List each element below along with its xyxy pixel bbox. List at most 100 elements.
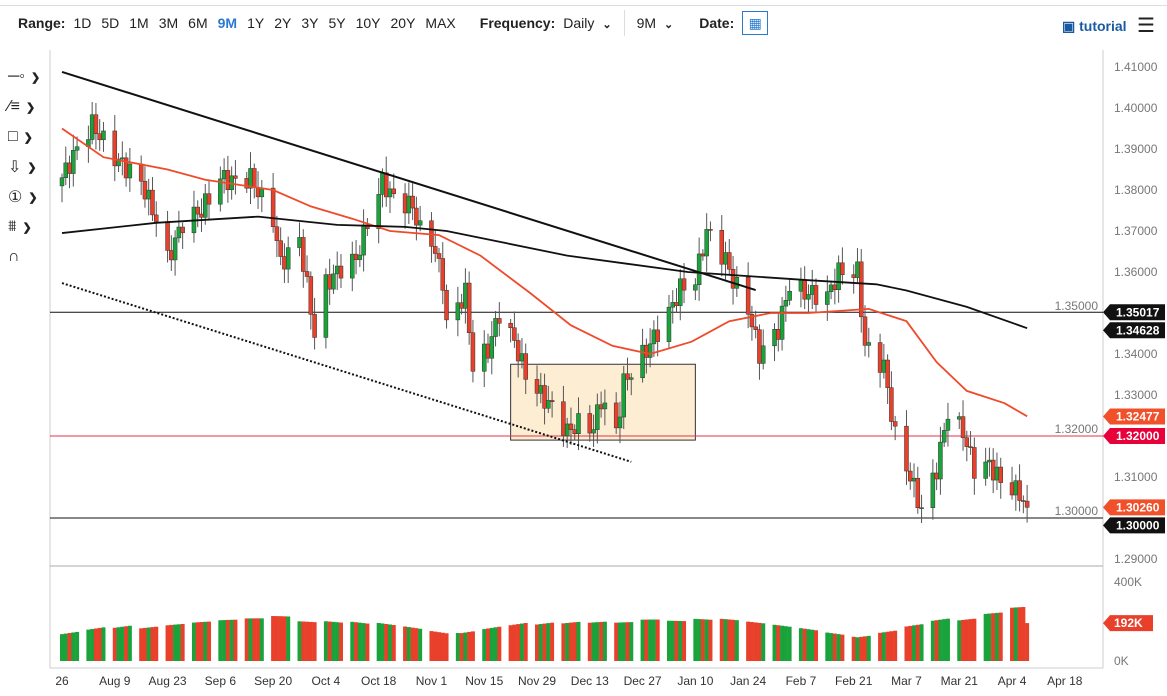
rectangle-tool[interactable]: □ ❯ — [8, 122, 50, 152]
volume-bar — [256, 618, 261, 661]
candle — [1017, 480, 1022, 501]
volume-bar — [437, 632, 441, 661]
rectangle-annotation — [510, 363, 696, 441]
volume-bar — [274, 616, 279, 661]
volume-bar — [787, 626, 792, 661]
volume-bar — [780, 625, 785, 661]
volume-bar — [825, 632, 830, 661]
candle — [165, 221, 170, 251]
measure-tool[interactable]: ⩩ ❯ — [8, 212, 50, 242]
volume-bar — [855, 637, 860, 661]
candle — [693, 284, 698, 291]
volume-bar — [418, 628, 423, 661]
candle — [809, 285, 815, 295]
volume-bar — [945, 618, 950, 661]
volume-bar — [753, 622, 758, 661]
range-10y[interactable]: 10Y — [355, 15, 381, 31]
volume-bar — [173, 624, 178, 661]
range-20y[interactable]: 20Y — [390, 15, 416, 31]
volume-bar — [414, 628, 419, 661]
volume-bar — [127, 625, 132, 661]
candle — [772, 328, 777, 347]
candle — [63, 162, 69, 178]
candle — [825, 291, 830, 305]
range-2y[interactable]: 2Y — [274, 15, 292, 31]
candle — [338, 265, 344, 279]
volume-bar — [829, 633, 834, 661]
volume-bar — [595, 622, 600, 661]
magnet-tool[interactable]: ∩ — [8, 242, 50, 272]
fibonacci-tool-icon: ∕≡ — [8, 98, 21, 115]
volume-bar — [440, 632, 445, 661]
period-select[interactable]: 9M ⌄ — [637, 15, 674, 31]
range-1m[interactable]: 1M — [129, 15, 149, 31]
candle — [270, 187, 276, 227]
volume-bar — [964, 619, 969, 661]
volume-bar — [297, 621, 302, 661]
volume-bar — [150, 627, 155, 661]
tutorial-link[interactable]: ▣ tutorial — [1062, 18, 1127, 35]
y-tick-label: 1.37000 — [1114, 224, 1158, 238]
candle — [802, 279, 807, 300]
range-3y[interactable]: 3Y — [301, 15, 319, 31]
volume-bar — [798, 628, 803, 661]
range-1d[interactable]: 1D — [73, 15, 92, 31]
volume-bar — [625, 622, 630, 661]
line-tool[interactable]: ─◦ ❯ — [8, 62, 50, 92]
volume-bar — [851, 636, 856, 661]
candle — [297, 237, 302, 248]
volume-bar — [361, 623, 366, 661]
range-9m[interactable]: 9M — [217, 15, 238, 31]
candle — [862, 316, 868, 346]
fibonacci-tool[interactable]: ∕≡ ❯ — [8, 92, 50, 122]
volume-bar — [180, 623, 185, 661]
arrow-down-icon: ⇩ — [8, 159, 22, 176]
volume-bar — [165, 625, 170, 661]
divider — [623, 10, 625, 36]
range-max[interactable]: MAX — [425, 15, 456, 31]
marker-tool[interactable]: ① ❯ — [8, 182, 50, 212]
frequency-select[interactable]: Daily ⌄ — [563, 15, 611, 31]
volume-bar — [218, 620, 223, 661]
volume-bar — [934, 620, 939, 661]
volume-bar — [972, 618, 977, 661]
volume-bar — [139, 628, 144, 661]
candle — [591, 429, 596, 434]
volume-bar — [433, 631, 438, 661]
range-3m[interactable]: 3M — [158, 15, 179, 31]
candle — [519, 353, 525, 362]
candle — [146, 189, 151, 200]
range-6m[interactable]: 6M — [188, 15, 208, 31]
candle — [233, 175, 238, 179]
volume-bar — [357, 622, 362, 661]
volume-bar — [71, 632, 76, 661]
range-1y[interactable]: 1Y — [247, 15, 265, 31]
range-5d[interactable]: 5D — [101, 15, 120, 31]
volume-bar — [376, 622, 381, 661]
y-tick-label: 1.41000 — [1114, 60, 1158, 74]
candle — [998, 466, 1003, 483]
volume-bar — [614, 622, 619, 661]
x-tick-label: Oct 18 — [361, 674, 397, 688]
volume-bar — [120, 626, 125, 661]
volume-bar — [734, 620, 739, 661]
volume-bar — [207, 621, 212, 661]
tutorial-label: tutorial — [1079, 18, 1127, 34]
price-tag-label: 1.32477 — [1116, 409, 1160, 423]
magnet-icon: ∩ — [8, 248, 20, 265]
candle — [169, 250, 174, 261]
candle — [470, 332, 476, 372]
range-5y[interactable]: 5Y — [328, 15, 346, 31]
volume-bar — [97, 627, 102, 661]
candle — [787, 290, 792, 301]
candle — [304, 271, 310, 277]
price-tag — [1103, 304, 1165, 321]
volume-bar — [327, 621, 332, 661]
arrow-tool[interactable]: ⇩ ❯ — [8, 152, 50, 182]
candle — [858, 261, 864, 318]
calendar-button[interactable]: ▦ — [742, 11, 769, 35]
x-tick-label: Aug 23 — [149, 674, 187, 688]
volume-bar — [252, 618, 257, 661]
hamburger-menu-icon[interactable]: ☰ — [1137, 15, 1155, 37]
